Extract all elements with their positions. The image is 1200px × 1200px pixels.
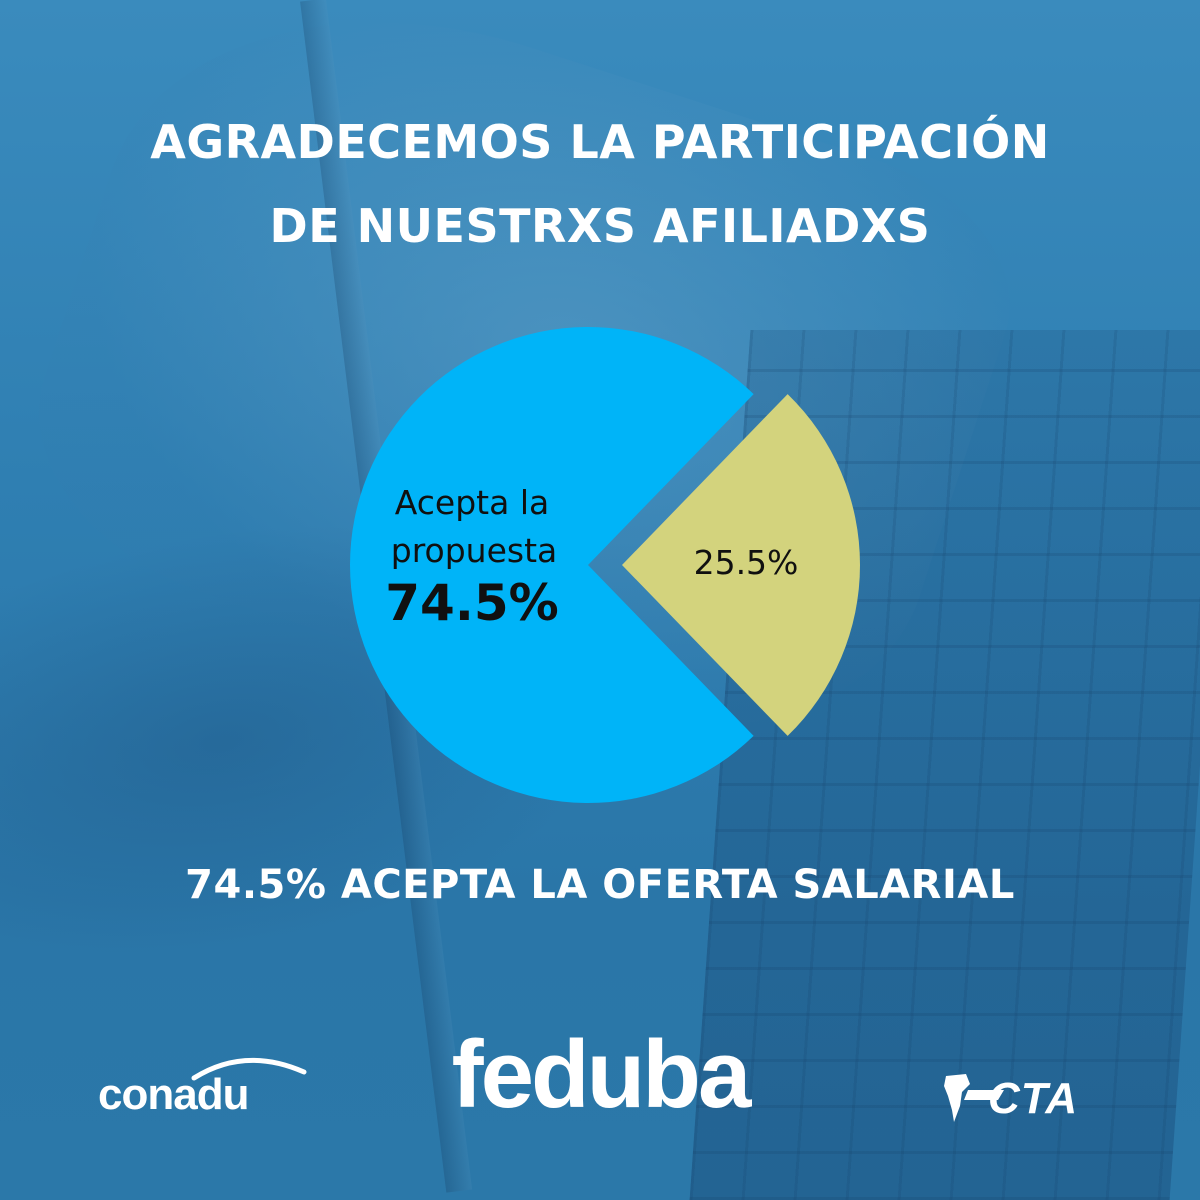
title-line-2: DE NUESTRXS AFILIADXS bbox=[269, 199, 931, 253]
pie-slices bbox=[350, 327, 861, 803]
conadu-wordmark: conadu bbox=[98, 1070, 249, 1119]
cta-map-icon bbox=[944, 1074, 1004, 1122]
feduba-logo: feduba bbox=[451, 1021, 752, 1128]
slice-other-value-label: 25.5% bbox=[694, 543, 799, 582]
cta-logo: CTA bbox=[940, 1070, 1110, 1130]
slice-accept-value-label: 74.5% bbox=[385, 574, 558, 632]
pie-slice-accept bbox=[350, 327, 754, 803]
summary-text: 74.5% ACEPTA LA OFERTA SALARIAL bbox=[185, 862, 1015, 908]
slice-accept-label-line-1: Acepta la bbox=[395, 483, 549, 522]
cta-wordmark: CTA bbox=[988, 1074, 1079, 1123]
slice-accept-label-line-2: propuesta bbox=[391, 531, 558, 570]
pie-slice-other bbox=[622, 394, 861, 736]
conadu-logo: conadu bbox=[98, 1056, 307, 1126]
pie-labels: Acepta la propuesta 74.5% 25.5% bbox=[385, 483, 798, 632]
title-line-1: AGRADECEMOS LA PARTICIPACIÓN bbox=[150, 115, 1050, 169]
conadu-arc-icon bbox=[191, 1057, 307, 1081]
page-title: AGRADECEMOS LA PARTICIPACIÓN DE NUESTRXS… bbox=[0, 100, 1200, 268]
